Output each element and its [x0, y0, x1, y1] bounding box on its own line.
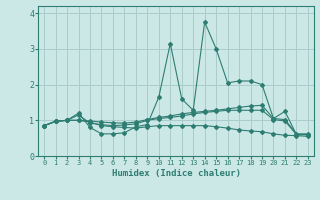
- X-axis label: Humidex (Indice chaleur): Humidex (Indice chaleur): [111, 169, 241, 178]
